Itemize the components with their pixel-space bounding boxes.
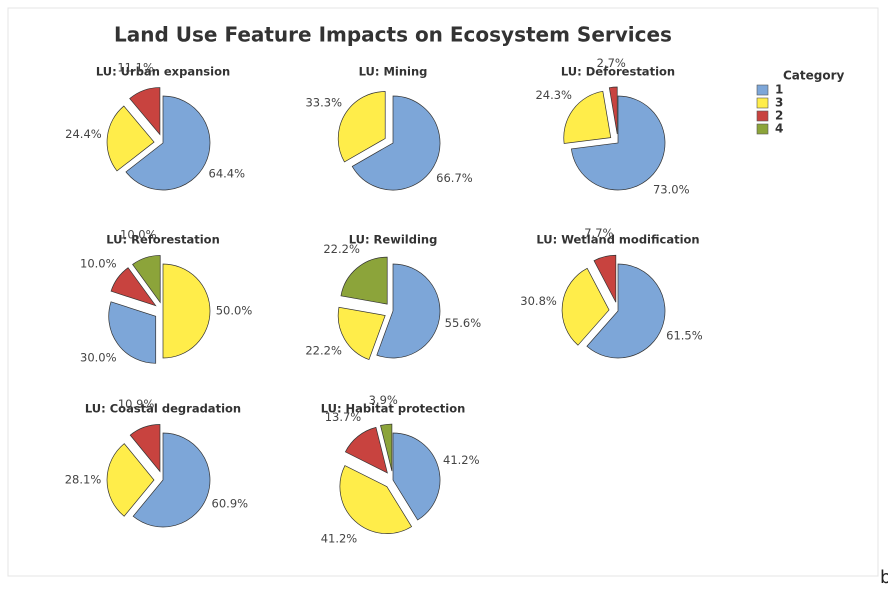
pie-slice [337, 91, 386, 163]
chart-title: Land Use Feature Impacts on Ecosystem Se… [114, 23, 672, 47]
pie-title: LU: Wetland modification [536, 233, 699, 247]
legend-swatch [756, 84, 769, 96]
pie-slice [129, 87, 161, 136]
slice-label: 73.0% [653, 182, 690, 196]
stray-text: b [880, 567, 888, 586]
slice-label: 30.8% [520, 294, 557, 308]
slice-label: 22.2% [305, 343, 342, 357]
legend-swatch [756, 110, 769, 122]
pie-slice [108, 301, 157, 364]
legend-swatch [756, 97, 769, 109]
slice-label: 24.4% [65, 127, 102, 141]
pie-slice [593, 254, 617, 303]
pie-slice [586, 263, 666, 359]
pie-slice [561, 267, 610, 346]
slice-label: 28.1% [65, 472, 102, 486]
slice-label: 33.3% [305, 95, 342, 109]
pie-slice [563, 90, 612, 144]
pie-slice [162, 263, 211, 359]
pie-slice [608, 86, 618, 135]
legend-swatch [756, 123, 769, 135]
pie-slice [351, 95, 441, 191]
pie-slice [125, 95, 211, 191]
pie-slice [129, 424, 161, 473]
slice-label: 60.9% [212, 496, 249, 510]
slice-label: 22.2% [323, 242, 360, 256]
pie-slice [106, 443, 155, 517]
pie-slice [339, 465, 413, 534]
slice-label: 10.0% [120, 227, 157, 241]
slice-label: 41.2% [321, 532, 358, 546]
pie-title: LU: Deforestation [561, 65, 675, 79]
slice-label: 61.5% [666, 329, 703, 343]
legend-label: 3 [775, 96, 783, 110]
slice-label: 3.9% [369, 393, 398, 407]
pie-title: LU: Habitat protection [321, 402, 466, 416]
pie-slice [380, 423, 393, 472]
pie-slice [344, 426, 388, 474]
pie-slice [106, 105, 155, 172]
slice-label: 7.7% [584, 226, 613, 240]
pie-slice [392, 432, 441, 521]
pie-title: LU: Rewilding [349, 233, 438, 247]
legend-title: Category [783, 69, 845, 83]
slice-label: 2.7% [597, 56, 626, 70]
legend-label: 1 [775, 83, 783, 97]
slice-label: 50.0% [216, 304, 253, 318]
slice-label: 64.4% [209, 167, 246, 181]
pie-title: LU: Urban expansion [96, 65, 230, 79]
pie-title: LU: Reforestation [106, 233, 220, 247]
slice-label: 66.7% [436, 171, 473, 185]
slice-label: 55.6% [445, 316, 482, 330]
legend-label: 2 [775, 109, 783, 123]
pie-slice [132, 255, 161, 304]
slice-label: 10.9% [118, 397, 155, 411]
slice-label: 24.3% [535, 88, 572, 102]
pie-slice [110, 267, 157, 307]
pie-slice [132, 432, 211, 528]
slice-label: 13.7% [325, 410, 362, 424]
pie-slice [376, 263, 441, 359]
slice-label: 11.1% [117, 60, 154, 74]
pie-slice [340, 256, 388, 305]
slice-label: 30.0% [80, 351, 117, 365]
pie-title: LU: Mining [359, 65, 428, 79]
slice-label: 10.0% [80, 256, 117, 270]
slice-label: 41.2% [443, 453, 480, 467]
pie-title: LU: Coastal degradation [85, 402, 241, 416]
pie-slice [570, 95, 666, 191]
pie-slice [337, 306, 386, 361]
legend-label: 4 [775, 122, 783, 136]
